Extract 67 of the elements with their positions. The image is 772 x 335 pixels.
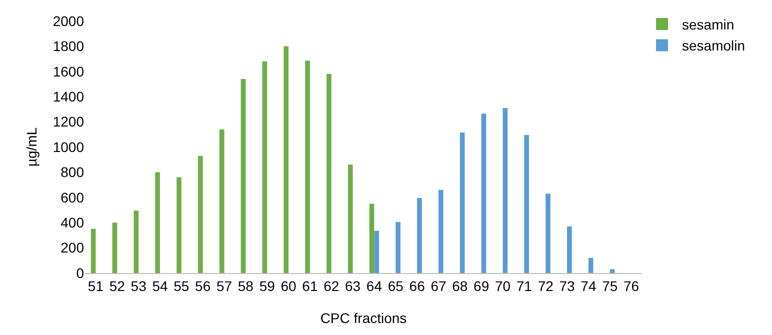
- bar: [240, 78, 246, 273]
- bar: [546, 194, 550, 273]
- y-tick-label: 1200: [52, 114, 84, 130]
- y-tick-label: 1600: [52, 63, 84, 80]
- x-tick-label: 63: [345, 278, 361, 294]
- x-tick-label: 65: [388, 278, 404, 294]
- y-tick-label: 800: [60, 164, 84, 180]
- x-tick-label: 67: [430, 278, 446, 294]
- x-tick-label: 59: [259, 278, 276, 294]
- bar: [588, 258, 594, 273]
- bar: [134, 210, 139, 273]
- y-axis-title: µg/mL: [23, 127, 40, 167]
- y-tick-label: 0: [76, 264, 84, 281]
- y-tick-label: 1400: [52, 88, 84, 104]
- bar: [326, 74, 332, 273]
- bar: [396, 222, 400, 273]
- bar: [481, 114, 486, 273]
- bar: [198, 156, 203, 273]
- bar: [262, 61, 268, 273]
- x-tick-label: 61: [302, 278, 318, 294]
- x-tick-label: 53: [130, 278, 147, 294]
- x-tick-label: 51: [88, 278, 104, 294]
- x-tick-label: 74: [580, 278, 596, 294]
- x-tick-label: 72: [538, 278, 554, 294]
- x-tick-label: 52: [109, 278, 126, 294]
- x-tick-label: 58: [238, 278, 254, 294]
- bar: [219, 129, 224, 273]
- y-tick-label: 2000: [52, 12, 84, 29]
- x-tick-label: 54: [152, 278, 168, 294]
- bar: [176, 177, 182, 273]
- y-tick-label: 400: [60, 214, 84, 230]
- bar: [524, 135, 529, 273]
- y-tick-label: 600: [60, 189, 84, 206]
- bar: [460, 132, 465, 273]
- x-tick-label: 64: [366, 278, 382, 294]
- x-tick-label: 73: [559, 278, 576, 294]
- bar: [567, 226, 572, 273]
- y-tick-label: 1000: [52, 138, 84, 155]
- bar: [369, 204, 374, 273]
- bar: [610, 269, 615, 273]
- bar: [155, 172, 160, 273]
- x-tick-label: 70: [494, 278, 511, 294]
- x-tick-label: 55: [174, 278, 190, 294]
- bar: [284, 46, 289, 273]
- bar: [305, 60, 310, 273]
- x-tick-label: 57: [216, 278, 232, 294]
- x-tick-label: 62: [324, 278, 340, 294]
- bar: [348, 164, 353, 273]
- x-tick-label: 76: [624, 278, 640, 294]
- legend-label: sesamolin: [682, 38, 746, 54]
- bar: [417, 198, 422, 273]
- bar: [112, 222, 118, 273]
- x-axis-title: CPC fractions: [320, 310, 407, 326]
- y-tick-label: 1800: [52, 38, 84, 54]
- legend-label: sesamin: [682, 16, 734, 32]
- y-tick-label: 200: [60, 240, 84, 256]
- x-tick-label: 75: [602, 278, 618, 294]
- x-tick-label: 56: [195, 278, 211, 294]
- bar: [438, 190, 444, 273]
- bar: [90, 228, 96, 273]
- x-tick-label: 66: [409, 278, 426, 294]
- bar: [374, 230, 380, 273]
- x-tick-label: 69: [474, 278, 490, 294]
- x-tick-label: 60: [280, 278, 297, 294]
- x-tick-label: 71: [516, 278, 532, 294]
- x-tick-label: 68: [452, 278, 468, 294]
- bar: [502, 108, 508, 273]
